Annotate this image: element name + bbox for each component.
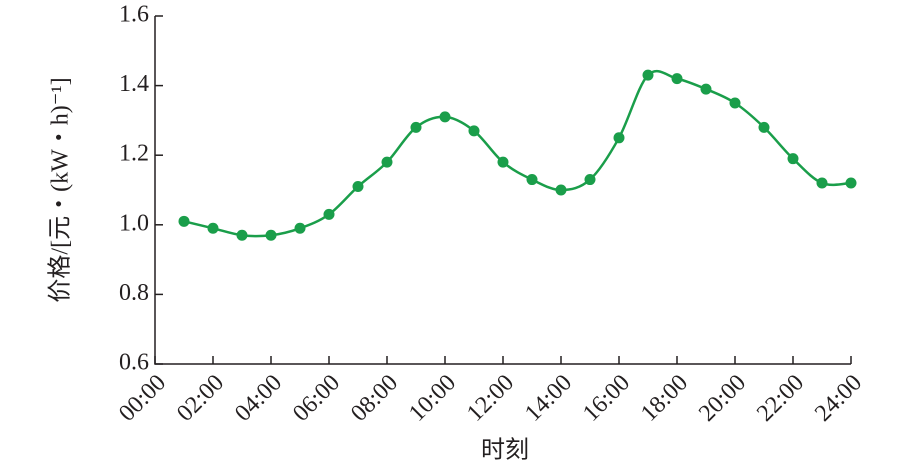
- point: [381, 156, 393, 168]
- point: [294, 222, 306, 234]
- point: [265, 229, 277, 241]
- x-tick-label: 02:00: [172, 370, 229, 427]
- point: [410, 121, 422, 133]
- point: [642, 69, 654, 81]
- x-tick-label: 12:00: [462, 370, 519, 427]
- x-tick-label: 24:00: [810, 370, 867, 427]
- point: [497, 156, 509, 168]
- x-tick-label: 14:00: [520, 370, 577, 427]
- axes: [154, 16, 851, 365]
- point: [729, 97, 741, 109]
- x-tick-label: 04:00: [230, 370, 287, 427]
- y-tick-label: 0.8: [119, 280, 149, 306]
- y-tick-label: 1.0: [119, 210, 149, 236]
- y-axis-title: 价格/[元・(kW・h)⁻¹]: [47, 77, 74, 302]
- point: [352, 181, 364, 193]
- x-tick-label: 00:00: [114, 370, 171, 427]
- point: [178, 215, 190, 227]
- x-tick-label: 10:00: [404, 370, 461, 427]
- point: [671, 73, 683, 85]
- point: [468, 125, 480, 137]
- y-tick-label: 1.4: [119, 71, 149, 97]
- point: [236, 229, 248, 241]
- y-tick-label: 1.2: [119, 141, 149, 167]
- point: [555, 184, 567, 196]
- x-tick-label: 06:00: [288, 370, 345, 427]
- point: [613, 132, 625, 144]
- x-tick-label: 22:00: [752, 370, 809, 427]
- point: [816, 177, 828, 189]
- x-tick-label: 16:00: [578, 370, 635, 427]
- point: [700, 83, 712, 95]
- y-tick-label: 0.6: [119, 350, 149, 376]
- x-tick-label: 18:00: [636, 370, 693, 427]
- point: [758, 121, 770, 133]
- point: [787, 153, 799, 165]
- y-tick-label: 1.6: [119, 2, 149, 28]
- point: [845, 177, 857, 189]
- x-tick-label: 08:00: [346, 370, 403, 427]
- point: [526, 174, 538, 186]
- point: [323, 208, 335, 220]
- point: [207, 222, 219, 234]
- point: [439, 111, 451, 123]
- x-tick-label: 20:00: [694, 370, 751, 427]
- line: [183, 69, 852, 238]
- x-axis-title: 时刻: [481, 437, 529, 464]
- point: [584, 174, 596, 186]
